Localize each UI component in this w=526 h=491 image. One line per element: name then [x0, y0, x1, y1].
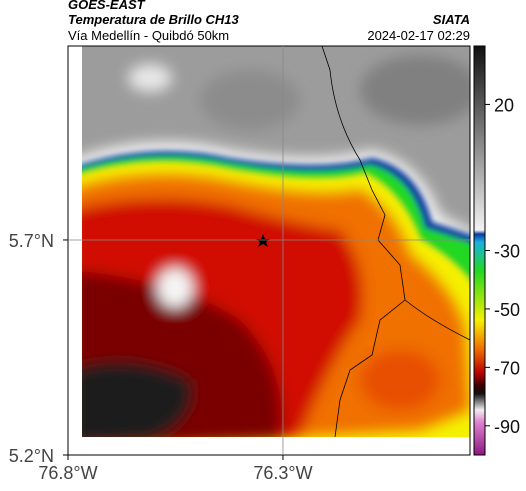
x-tick-label: 76.3°W: [253, 463, 312, 483]
colorbar-tick-label: -50: [494, 300, 520, 320]
y-tick-label: 5.7°N: [9, 231, 54, 251]
colorbar-tick-label: -70: [494, 358, 520, 378]
source: GOES-EAST: [68, 0, 146, 12]
y-tick-label: 5.2°N: [9, 446, 54, 466]
datetime: 2024-02-17 02:29: [367, 28, 470, 43]
colorbar-tick-label: -30: [494, 242, 520, 262]
subtitle: Vía Medellín - Quibdó 50km: [68, 28, 229, 43]
x-tick-label: 76.8°W: [38, 463, 97, 483]
brightness-field: [82, 46, 470, 437]
colorbar-tick-label: 20: [494, 95, 514, 115]
title: Temperatura de Brillo CH13: [68, 12, 240, 27]
colorbar-tick-label: -90: [494, 417, 520, 437]
agency: SIATA: [433, 12, 470, 27]
